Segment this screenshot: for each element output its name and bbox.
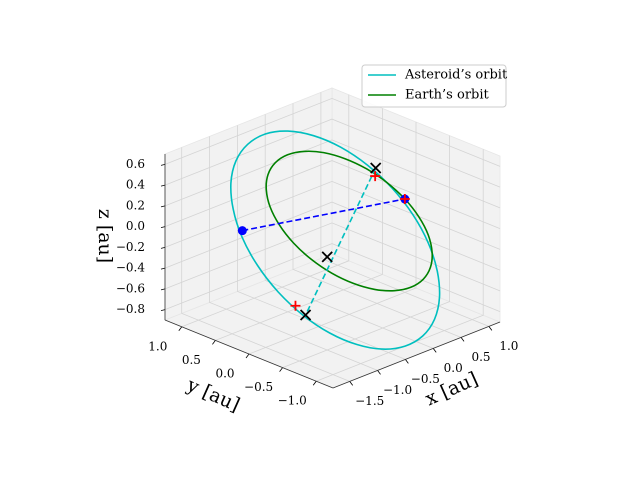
plus-marker xyxy=(370,171,381,182)
z-tick-label: −0.6 xyxy=(116,281,145,295)
z-tick xyxy=(160,163,166,166)
cross-marker xyxy=(370,162,382,174)
grid-line xyxy=(181,147,350,382)
z-tick xyxy=(160,246,166,249)
connector-line xyxy=(304,167,377,316)
orbit-line xyxy=(230,130,441,350)
grid-line xyxy=(164,222,501,292)
y-tick-label: 0.0 xyxy=(215,367,234,381)
z-tick xyxy=(160,184,166,187)
y-tick-label: −1.0 xyxy=(278,394,307,408)
x-tick xyxy=(349,381,354,386)
grid-line xyxy=(164,160,501,229)
x-tick xyxy=(405,359,409,364)
plot-area: −1.5−1.0−0.50.00.51.0−1.0−0.50.00.51.0−0… xyxy=(116,87,518,408)
z-axis-label: z [au] xyxy=(94,209,116,263)
x-tick xyxy=(377,370,381,375)
x-tick-label: 0.0 xyxy=(444,361,463,375)
z-tick-label: 0.4 xyxy=(126,178,145,192)
legend-label: Earth’s orbit xyxy=(405,88,490,103)
y-tick-label: −0.5 xyxy=(244,380,273,394)
x-tick-label: −1.0 xyxy=(383,383,412,397)
point-marker xyxy=(237,226,247,236)
y-axis-line xyxy=(164,319,334,389)
x-axis-line xyxy=(332,321,501,389)
y-tick xyxy=(178,326,183,332)
y-tick xyxy=(212,340,216,345)
legend-frame xyxy=(361,64,507,108)
z-tick xyxy=(160,205,166,208)
grid-line xyxy=(164,118,501,188)
z-tick-label: 0.0 xyxy=(126,219,145,233)
z-tick-label: −0.8 xyxy=(116,302,145,316)
z-tick-label: 0.6 xyxy=(126,157,145,171)
z-tick xyxy=(160,309,166,312)
z-tick xyxy=(160,288,166,291)
connector-line xyxy=(242,198,406,232)
z-tick xyxy=(160,226,166,229)
y-tick-label: 0.5 xyxy=(182,353,201,367)
x-tick-label: −1.5 xyxy=(355,394,384,408)
y-tick xyxy=(279,367,283,372)
grid-line xyxy=(164,180,501,250)
cross-marker xyxy=(321,251,333,263)
grid-line xyxy=(316,149,484,382)
legend: Asteroid’s orbit Earth’s orbit xyxy=(361,64,508,108)
y-tick-label: 1.0 xyxy=(148,339,167,353)
x-tick-label: 0.5 xyxy=(471,350,490,364)
x-tick xyxy=(460,337,465,342)
grid-line xyxy=(209,136,378,371)
y-tick xyxy=(312,380,317,386)
grid-line xyxy=(164,201,501,271)
grid-line xyxy=(164,243,501,312)
plus-marker xyxy=(290,300,301,311)
orbit-line xyxy=(265,150,434,292)
x-tick-label: −0.5 xyxy=(411,372,440,386)
grid-line xyxy=(292,103,462,338)
x-tick-label: 1.0 xyxy=(499,339,518,353)
z-tick-label: −0.4 xyxy=(116,261,146,275)
plus-marker xyxy=(399,194,410,205)
grid-line xyxy=(215,108,383,341)
z-tick-label: −0.2 xyxy=(116,240,145,254)
grid-line xyxy=(264,114,434,349)
legend-label: Asteroid’s orbit xyxy=(404,68,508,83)
x-tick xyxy=(432,348,437,353)
grid-line xyxy=(282,135,451,368)
grid-line xyxy=(164,97,501,167)
grid-line xyxy=(181,94,350,328)
x-tick xyxy=(488,326,493,331)
grid-line xyxy=(320,92,490,327)
z-tick-label: 0.2 xyxy=(126,198,145,212)
z-tick xyxy=(160,267,166,270)
grid-line xyxy=(236,125,406,360)
grid-line xyxy=(164,139,501,209)
cross-marker xyxy=(299,309,312,321)
y-tick xyxy=(245,353,250,359)
grid-line xyxy=(248,122,417,355)
